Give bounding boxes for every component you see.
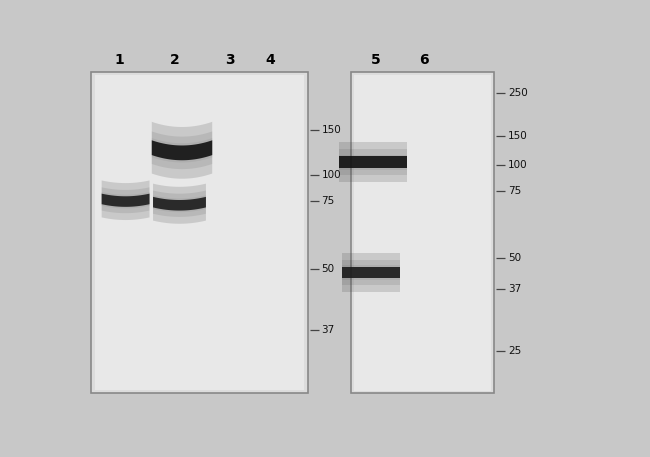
Polygon shape [342,253,400,292]
Polygon shape [153,195,206,212]
Polygon shape [342,260,400,285]
Text: 75: 75 [322,196,335,206]
Text: 50: 50 [322,264,335,274]
Polygon shape [152,122,212,179]
Polygon shape [152,132,212,169]
Text: 50: 50 [508,253,521,263]
FancyBboxPatch shape [354,74,491,391]
Text: 4: 4 [265,53,275,67]
FancyBboxPatch shape [91,72,308,393]
FancyBboxPatch shape [95,75,304,390]
Polygon shape [339,154,408,170]
Text: 25: 25 [508,346,521,356]
Text: 100: 100 [508,160,528,170]
Text: 2: 2 [170,53,179,67]
Text: 75: 75 [508,186,521,196]
Polygon shape [342,267,400,278]
FancyBboxPatch shape [351,72,495,393]
Text: 5: 5 [371,53,381,67]
Text: 3: 3 [225,53,235,67]
Polygon shape [101,187,150,213]
Text: 37: 37 [508,284,521,293]
Polygon shape [153,184,206,224]
Text: 37: 37 [322,325,335,335]
Polygon shape [153,197,206,211]
Polygon shape [101,192,150,208]
Text: 250: 250 [508,88,528,98]
Text: 1: 1 [114,53,124,67]
Text: 150: 150 [508,132,528,142]
Text: 100: 100 [322,170,341,180]
Polygon shape [342,265,400,280]
Polygon shape [101,181,150,220]
Polygon shape [152,140,212,160]
Polygon shape [339,142,408,182]
Polygon shape [339,149,408,175]
Polygon shape [339,156,408,168]
Text: 150: 150 [322,125,341,135]
Text: 6: 6 [419,53,428,67]
Polygon shape [153,191,206,217]
Polygon shape [101,194,150,207]
Polygon shape [152,138,212,163]
